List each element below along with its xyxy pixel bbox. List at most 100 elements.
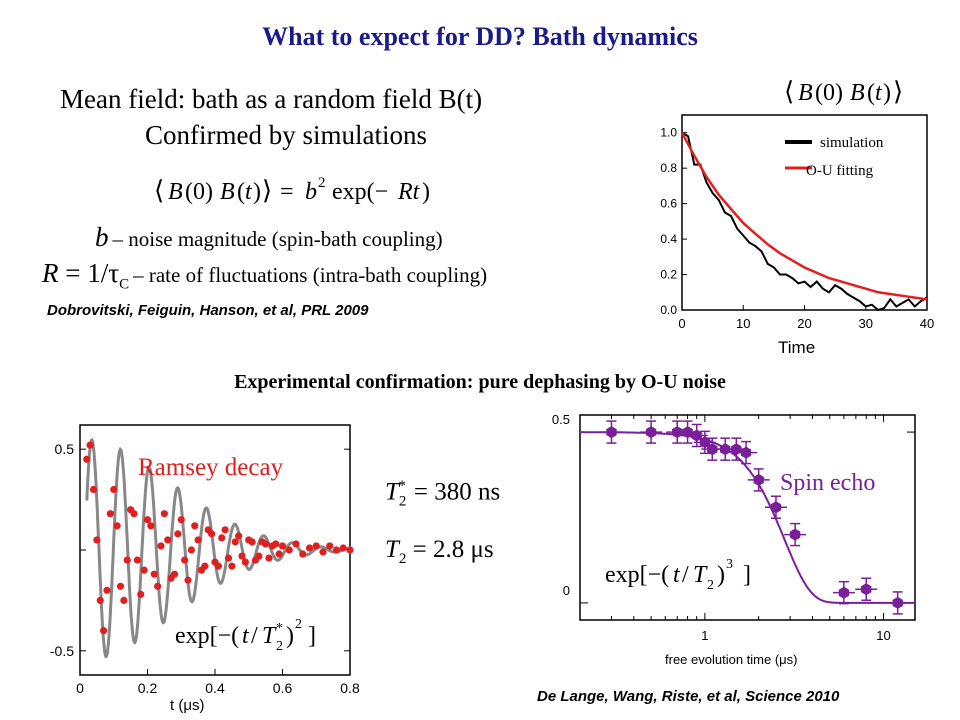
ramsey-data-point bbox=[201, 562, 209, 570]
y-tick-label: 1.0 bbox=[660, 126, 677, 140]
ramsey-data-point bbox=[339, 544, 347, 552]
ramsey-data-point bbox=[86, 441, 94, 449]
svg-text:]: ] bbox=[743, 562, 751, 588]
ramsey-data-point bbox=[319, 548, 327, 556]
echo-data-point bbox=[855, 577, 878, 601]
ramsey-data-point bbox=[272, 540, 280, 548]
ramsey-data-point bbox=[103, 586, 111, 594]
x-tick-label: 0.6 bbox=[273, 680, 293, 696]
legend-label-simulation: simulation bbox=[820, 135, 884, 151]
ramsey-data-point bbox=[120, 596, 128, 605]
echo-data-point bbox=[764, 495, 787, 519]
svg-text:exp(−: exp(− bbox=[332, 179, 388, 205]
ramsey-data-point bbox=[157, 542, 165, 550]
ramsey-data-point bbox=[332, 546, 341, 554]
y-tick-label: 0.0 bbox=[660, 303, 677, 317]
svg-text:3: 3 bbox=[726, 557, 733, 572]
ramsey-data-point bbox=[147, 522, 155, 530]
confirmed-line: Confirmed by simulations bbox=[145, 120, 427, 150]
ramsey-data-point bbox=[214, 562, 222, 570]
ramsey-data-point bbox=[241, 558, 249, 566]
svg-text:exp[−(: exp[−( bbox=[605, 562, 669, 588]
ramsey-title: Ramsey decay bbox=[138, 454, 284, 481]
svg-text:2: 2 bbox=[276, 639, 283, 654]
svg-text:): ) bbox=[883, 80, 891, 106]
ramsey-data-point bbox=[164, 536, 172, 544]
ramsey-data-point bbox=[160, 510, 168, 518]
r-formula: R = 1/τC bbox=[42, 258, 130, 293]
y-tick-label: 0.2 bbox=[660, 268, 677, 282]
ramsey-data-point bbox=[262, 540, 270, 548]
x-axis-label: Time bbox=[778, 338, 815, 357]
svg-text:B: B bbox=[850, 80, 865, 106]
ramsey-data-point bbox=[326, 542, 334, 550]
ramsey-data-point bbox=[248, 538, 256, 546]
svg-text:T: T bbox=[693, 562, 708, 588]
experimental-header: Experimental confirmation: pure dephasin… bbox=[234, 371, 726, 393]
ramsey-data-point bbox=[265, 554, 273, 562]
y-tick-label: 0.5 bbox=[55, 441, 75, 457]
svg-text:⟩: ⟩ bbox=[893, 77, 903, 106]
svg-text:2: 2 bbox=[318, 175, 326, 191]
ramsey-data-point bbox=[170, 570, 179, 578]
svg-text:b: b bbox=[305, 179, 317, 205]
b-definition: b – noise magnitude (spin-bath coupling) bbox=[95, 222, 443, 253]
ramsey-data-point bbox=[83, 455, 91, 463]
r-definition: R = 1/τC – rate of fluctuations (intra-b… bbox=[42, 258, 487, 293]
y-tick-label: 0.5 bbox=[552, 412, 570, 427]
ramsey-data-point bbox=[255, 552, 263, 560]
svg-text:t: t bbox=[673, 562, 681, 588]
ramsey-data-point bbox=[194, 536, 202, 544]
mean-field-line: Mean field: bath as a random field B(t) bbox=[60, 84, 483, 114]
y-tick-label: 0 bbox=[563, 583, 570, 598]
ramsey-chart: 0 0.2 0.4 0.6 0.8 -0.5 0.5 Ramsey decay exp[−(… bbox=[50, 424, 360, 714]
ramsey-data-point bbox=[312, 542, 320, 550]
svg-text:B: B bbox=[220, 179, 235, 205]
ramsey-data-point bbox=[187, 546, 195, 554]
ramsey-data-point bbox=[228, 562, 236, 570]
svg-text:⟨: ⟨ bbox=[784, 77, 794, 106]
x-tick-label: 10 bbox=[876, 628, 890, 643]
y-tick-label: 0.8 bbox=[660, 161, 677, 175]
b-description: – noise magnitude (spin-bath coupling) bbox=[112, 227, 443, 251]
echo-x-label: free evolution time (μs) bbox=[665, 652, 797, 667]
plot-frame bbox=[579, 414, 916, 621]
ramsey-data-point bbox=[278, 542, 287, 550]
t2-value: T2 = 2.8 μs bbox=[385, 536, 494, 567]
echo-formula: exp[−( t / T 2 ) 3 ] bbox=[605, 557, 751, 593]
ramsey-data-point bbox=[231, 538, 239, 546]
svg-text:=: = bbox=[280, 179, 294, 205]
ramsey-data-point bbox=[285, 546, 293, 554]
t2star-text: = 380 ns bbox=[413, 478, 501, 506]
svg-text:Rt: Rt bbox=[397, 179, 421, 205]
svg-text:(0): (0) bbox=[815, 80, 843, 106]
citation-top: Dobrovitski, Feiguin, Hanson, et al, PRL… bbox=[47, 302, 369, 319]
ramsey-data-point bbox=[123, 556, 131, 564]
y-tick-label: 0.4 bbox=[660, 232, 677, 246]
t2-text: = 2.8 μs bbox=[412, 536, 494, 563]
ramsey-data-point bbox=[346, 546, 354, 554]
ramsey-x-label: t (μs) bbox=[170, 697, 204, 714]
echo-title: Spin echo bbox=[780, 470, 875, 496]
ramsey-data-point bbox=[106, 510, 114, 518]
ramsey-data-point bbox=[143, 516, 152, 524]
y-tick-label: -0.5 bbox=[50, 643, 74, 659]
echo-data-point bbox=[886, 591, 909, 615]
ramsey-data-point bbox=[140, 566, 148, 574]
ramsey-data-point bbox=[181, 556, 189, 564]
ramsey-data-point bbox=[93, 536, 101, 544]
svg-text:B: B bbox=[798, 80, 813, 106]
svg-text:t: t bbox=[242, 623, 250, 649]
ramsey-data-point bbox=[221, 526, 229, 534]
ramsey-data-point bbox=[113, 522, 121, 530]
svg-text:⟨: ⟨ bbox=[154, 176, 164, 205]
x-tick-label: 0.8 bbox=[340, 680, 360, 696]
echo-fit-curve bbox=[580, 431, 915, 604]
svg-text:): ) bbox=[253, 179, 261, 205]
svg-text:(: ( bbox=[237, 179, 245, 205]
chart-title-formula: ⟨ B (0) B ( t ) ⟩ bbox=[784, 77, 903, 106]
ramsey-data-point bbox=[208, 530, 216, 538]
echo-data-point bbox=[747, 468, 770, 492]
ramsey-data-point bbox=[100, 627, 108, 635]
correlation-chart: ⟨ B (0) B ( t ) ⟩ 0 10 20 30 40 0.0 0.2 0.4 0.6 0… bbox=[660, 77, 934, 357]
